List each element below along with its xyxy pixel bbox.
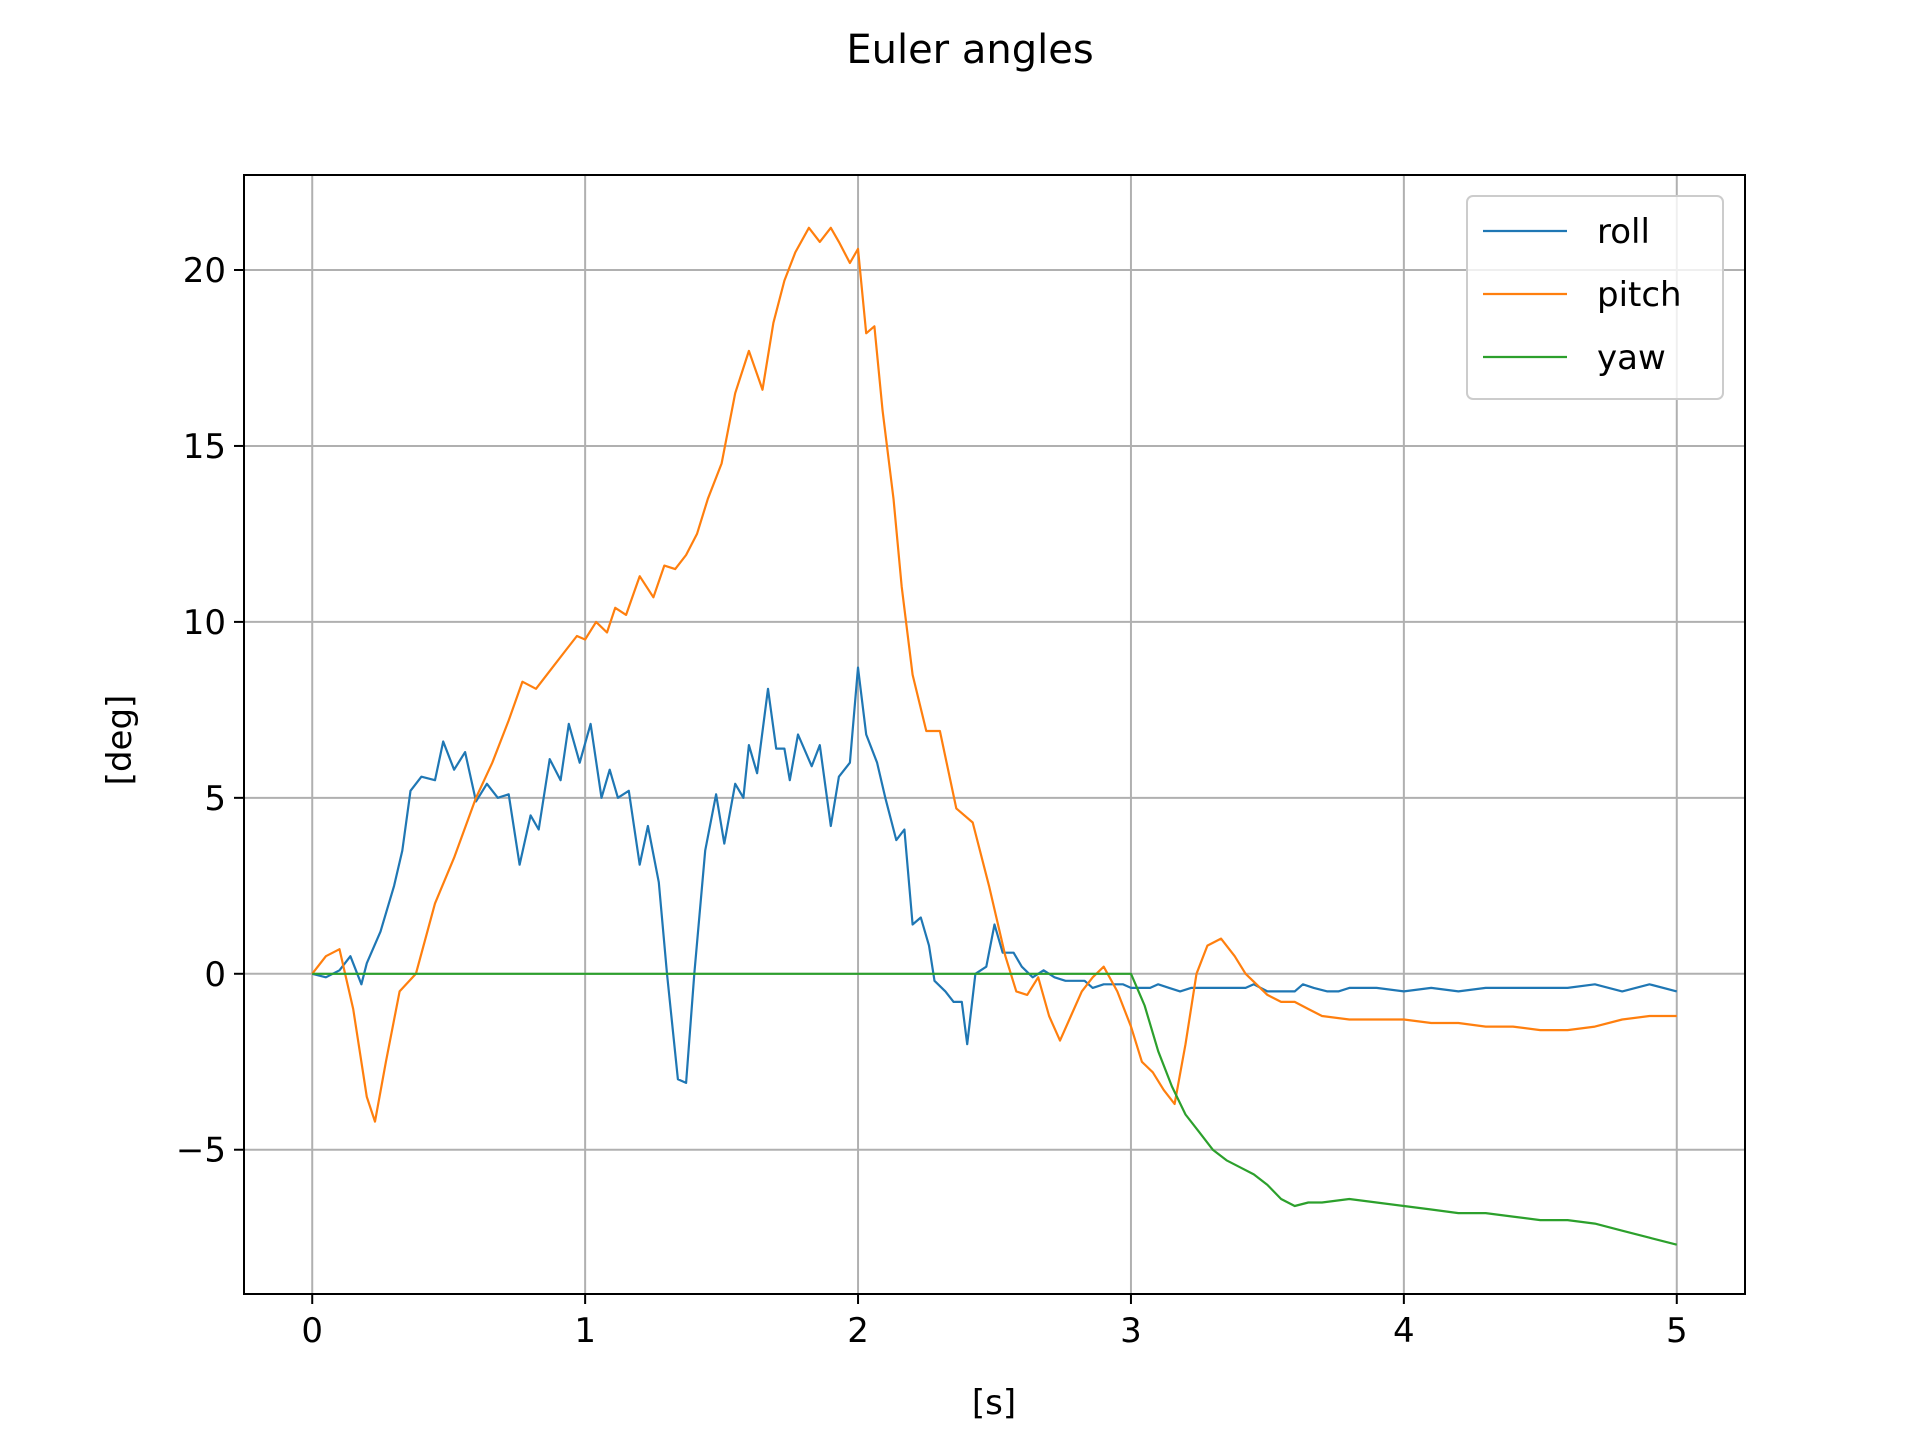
x-tick-label: 0 — [301, 1311, 323, 1351]
y-tick-label: 10 — [183, 603, 226, 643]
y-axis-label: [deg] — [100, 695, 140, 786]
x-axis-label: [s] — [972, 1383, 1016, 1423]
x-tick-label: 5 — [1666, 1311, 1688, 1351]
series-line-yaw — [312, 972, 1678, 1246]
y-tick-label: 15 — [183, 427, 226, 467]
x-tick-label: 3 — [1120, 1311, 1142, 1351]
x-tick-label: 2 — [847, 1311, 869, 1351]
y-tick-label: −5 — [176, 1131, 226, 1171]
legend-label-roll: roll — [1597, 212, 1650, 252]
legend[interactable]: roll pitch yaw — [1466, 195, 1724, 400]
plot-area-frame — [243, 174, 1746, 1295]
chart-title: Euler angles — [846, 27, 1093, 73]
y-tick-label: 5 — [204, 779, 226, 819]
axis-ticks: 0 1 2 3 4 5 −5 0 5 10 15 20 — [176, 251, 1688, 1351]
legend-box — [1466, 195, 1724, 400]
y-tick-label: 0 — [204, 955, 226, 995]
series-line-roll — [311, 666, 1678, 1085]
legend-label-pitch: pitch — [1597, 275, 1682, 315]
series-line-pitch — [311, 226, 1677, 1123]
y-tick-label: 20 — [183, 251, 226, 291]
legend-label-yaw: yaw — [1597, 338, 1666, 378]
series-lines — [311, 226, 1678, 1246]
x-tick-label: 4 — [1393, 1311, 1415, 1351]
x-tick-label: 1 — [574, 1311, 596, 1351]
